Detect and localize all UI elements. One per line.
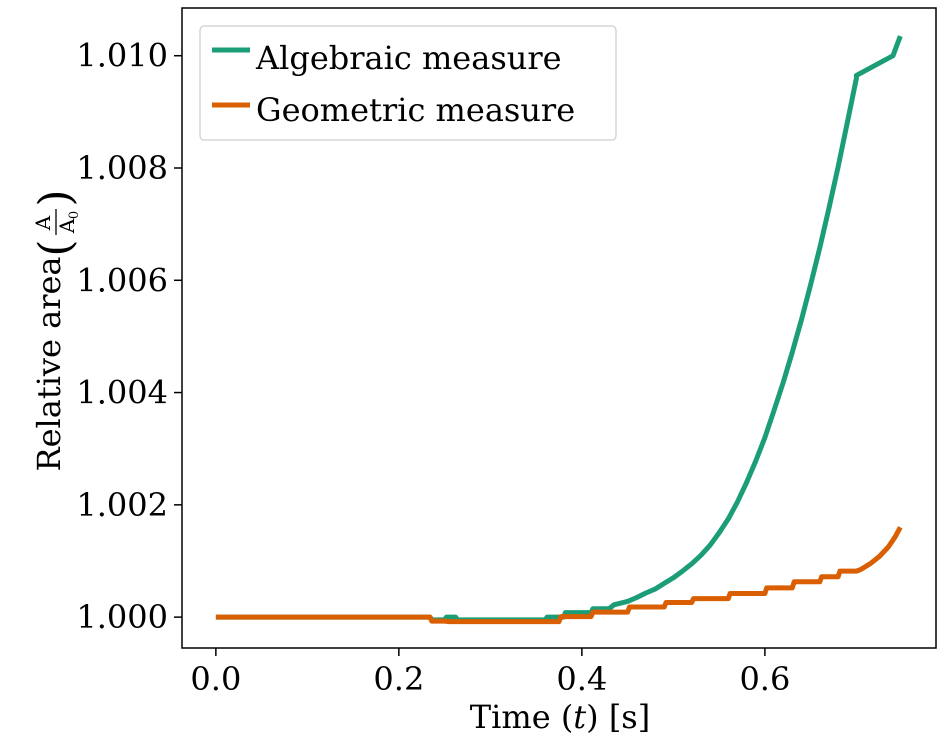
- series-line-geometric: [215, 526, 903, 625]
- x-tick-label: 0.0: [190, 660, 241, 698]
- x-axis-label-suffix: ) [s]: [586, 698, 650, 736]
- y-tick-label: 1.000: [76, 598, 168, 636]
- y-axis-label: Relative area ( A A 0 ): [30, 189, 82, 471]
- y-tick-label: 1.010: [76, 37, 168, 75]
- y-tick-label: 1.002: [76, 486, 168, 524]
- legend-label-algebraic: Algebraic measure: [255, 39, 562, 77]
- legend-box: [199, 25, 617, 141]
- y-tick-label: 1.006: [76, 261, 168, 299]
- x-axis-label-var: t: [573, 698, 586, 736]
- x-axis-ticks: 0.0 0.2 0.4 0.6: [190, 648, 790, 698]
- y-axis-label-text: Relative area: [30, 256, 68, 471]
- x-axis-label-prefix: Time (: [470, 698, 574, 736]
- x-axis-label: Time (t) [s]: [470, 698, 650, 736]
- axes-frame: [181, 7, 937, 649]
- plot-area: [181, 7, 937, 649]
- y-axis-label-fraction-den-sub: 0: [67, 211, 82, 219]
- y-axis-ticks: 1.000 1.002 1.004 1.006 1.008 1.010: [76, 37, 182, 636]
- y-axis-label-fraction-num: A: [31, 215, 55, 231]
- x-tick-label: 0.2: [373, 660, 424, 698]
- y-tick-label: 1.008: [76, 149, 168, 187]
- y-axis-label-paren-open: (: [30, 239, 81, 256]
- y-tick-label: 1.004: [76, 374, 168, 412]
- series-lines: [215, 35, 903, 625]
- y-axis-label-paren-close: ): [30, 189, 81, 206]
- x-tick-label: 0.4: [556, 660, 607, 698]
- legend-label-geometric: Geometric measure: [256, 91, 575, 129]
- y-axis-label-fraction-den: A: [55, 218, 79, 234]
- legend: Algebraic measure Geometric measure: [199, 25, 617, 141]
- x-tick-label: 0.6: [739, 660, 790, 698]
